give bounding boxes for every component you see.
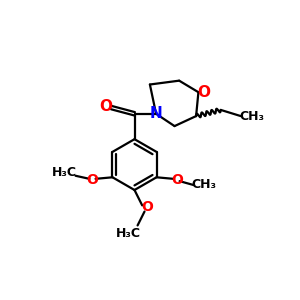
Text: CH₃: CH₃ [192, 178, 217, 191]
Text: O: O [141, 200, 153, 214]
Text: CH₃: CH₃ [239, 110, 264, 123]
Text: O: O [197, 85, 210, 100]
Text: N: N [150, 106, 162, 121]
Text: H₃C: H₃C [116, 226, 141, 240]
Text: O: O [171, 172, 183, 187]
Text: O: O [86, 172, 98, 187]
Text: H₃C: H₃C [52, 166, 77, 179]
Text: O: O [100, 99, 112, 114]
